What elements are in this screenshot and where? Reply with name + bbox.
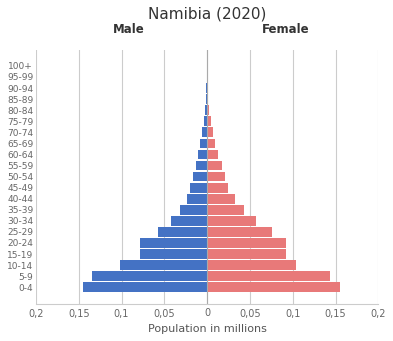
Bar (180, 205, 207, 214)
Bar (140, 238, 207, 248)
Bar (196, 161, 207, 170)
Bar (207, 116, 211, 126)
Bar (200, 138, 207, 148)
Bar (207, 216, 256, 226)
Bar (207, 205, 244, 214)
Bar (191, 183, 207, 193)
Bar (158, 227, 207, 237)
Bar (207, 138, 215, 148)
Bar (198, 150, 207, 159)
Bar (207, 238, 286, 248)
Bar (92, 271, 207, 281)
Bar (207, 260, 296, 270)
Bar (207, 161, 222, 170)
Bar (171, 216, 207, 226)
Bar (207, 172, 225, 181)
Bar (207, 183, 228, 193)
Bar (204, 116, 207, 126)
Bar (207, 83, 208, 93)
Bar (193, 172, 207, 181)
Bar (140, 249, 207, 259)
Text: Male: Male (112, 23, 144, 35)
Bar (202, 128, 207, 137)
Bar (207, 249, 286, 259)
Bar (207, 227, 272, 237)
Bar (207, 150, 218, 159)
Bar (207, 271, 329, 281)
Bar (83, 282, 207, 292)
Text: Female: Female (262, 23, 310, 35)
Bar (206, 105, 207, 115)
Title: Namibia (2020): Namibia (2020) (148, 7, 266, 22)
Bar (207, 94, 208, 104)
Bar (207, 72, 208, 82)
Bar (207, 194, 235, 204)
Bar (206, 83, 207, 93)
Bar (207, 128, 213, 137)
Bar (207, 105, 209, 115)
Bar (120, 260, 207, 270)
X-axis label: Population in millions: Population in millions (148, 324, 266, 334)
Bar (206, 94, 207, 104)
Bar (207, 282, 340, 292)
Bar (187, 194, 207, 204)
